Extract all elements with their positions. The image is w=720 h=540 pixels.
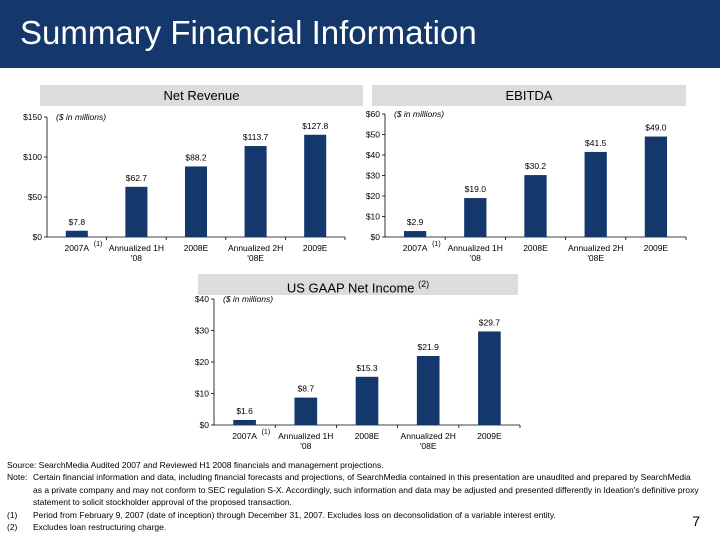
ebitda-x-tick-label: Annualized 2H: [568, 243, 623, 253]
netincome-bar: [294, 397, 318, 425]
note-text: Certain financial information and data, …: [33, 472, 699, 508]
ebitda-bar: [644, 136, 668, 237]
footnote-1-text: Period from February 9, 2007 (date of in…: [33, 509, 556, 520]
netincome-value-label: $15.3: [356, 363, 378, 373]
revenue-value-label: $7.8: [69, 217, 86, 227]
revenue-bar: [184, 166, 208, 237]
revenue-value-label: $88.2: [185, 152, 207, 162]
footnote-2-row: (2) Excludes loan restructuring charge.: [7, 521, 702, 533]
ebitda-bar: [464, 198, 487, 237]
source-note: Source: SearchMedia Audited 2007 and Rev…: [7, 460, 384, 470]
revenue-y-tick-label: $100: [23, 152, 42, 162]
net-income-label-text: US GAAP Net Income: [286, 280, 415, 296]
netincome-x-tick-label: Annualized 1H: [278, 431, 333, 441]
revenue-x-tick-label: '08: [131, 253, 142, 263]
footnote-2-text: Excludes loan restructuring charge.: [33, 522, 167, 533]
revenue-bar: [125, 186, 148, 237]
netincome-unit-note: ($ in millions): [223, 294, 273, 304]
revenue-x-tick-label: '08E: [247, 253, 264, 263]
netincome-y-tick-label: $0: [200, 420, 210, 430]
ebitda-y-tick-label: $10: [366, 212, 380, 222]
ebitda-bar: [584, 151, 607, 237]
netincome-y-tick-label: $40: [195, 294, 209, 304]
revenue-y-tick-label: $0: [33, 232, 43, 242]
ebitda-x-tick-label: '08: [470, 253, 481, 263]
netincome-bar: [355, 376, 379, 425]
revenue-value-label: $113.7: [243, 132, 269, 142]
ebitda-value-label: $41.5: [585, 138, 607, 148]
revenue-x-tick-label: Annualized 1H: [109, 243, 164, 253]
title-banner: Summary Financial Information: [0, 0, 720, 68]
netincome-bar: [233, 419, 256, 425]
page-title: Summary Financial Information: [20, 14, 477, 51]
ebitda-x-tick-label: 2008E: [523, 243, 548, 253]
netincome-x-tick-label: 2009E: [477, 431, 502, 441]
netincome-y-tick-label: $10: [195, 389, 209, 399]
ebitda-x-tick-label: '08E: [587, 253, 604, 263]
netincome-value-label: $1.6: [236, 406, 253, 416]
ebitda-footnote-marker: (1): [432, 241, 441, 248]
netincome-x-tick-label: '08: [300, 441, 311, 451]
ebitda-y-tick-label: $40: [366, 150, 380, 160]
revenue-y-tick-label: $50: [28, 192, 42, 202]
netincome-x-tick-label: Annualized 2H: [401, 431, 456, 441]
revenue-x-tick-label: 2007A: [65, 243, 90, 253]
revenue-footnote-marker: (1): [94, 241, 103, 248]
footnote-2-label: (2): [7, 522, 18, 533]
net-income-label: US GAAP Net Income (2): [198, 274, 518, 295]
netincome-x-tick-label: '08E: [420, 441, 437, 451]
net-income-note-ref: (2): [418, 279, 430, 289]
ebitda-value-label: $30.2: [525, 161, 547, 171]
netincome-x-tick-label: 2007A: [232, 431, 257, 441]
ebitda-unit-note: ($ in millions): [394, 109, 444, 119]
revenue-value-label: $127.8: [302, 121, 328, 131]
footnote-1-row: (1) Period from February 9, 2007 (date o…: [7, 509, 702, 521]
ebitda-value-label: $19.0: [465, 184, 487, 194]
note-label: Note:: [7, 472, 28, 483]
netincome-bar: [478, 331, 501, 425]
footnote-1-label: (1): [7, 509, 18, 520]
ebitda-y-tick-label: $30: [366, 171, 380, 181]
footnotes: Source: SearchMedia Audited 2007 and Rev…: [7, 459, 702, 533]
netincome-value-label: $8.7: [298, 384, 315, 394]
ebitda-value-label: $2.9: [407, 217, 424, 227]
ebitda-y-tick-label: $20: [366, 191, 380, 201]
ebitda-bar: [403, 231, 427, 237]
netincome-x-tick-label: 2008E: [355, 431, 380, 441]
revenue-value-label: $62.7: [126, 173, 148, 183]
netincome-bar: [416, 356, 440, 425]
netincome-footnote-marker: (1): [262, 429, 271, 436]
revenue-bar: [65, 230, 88, 237]
ebitda-bar: [524, 175, 547, 237]
revenue-bar: [244, 146, 267, 237]
netincome-y-tick-label: $20: [195, 357, 209, 367]
revenue-y-tick-label: $150: [23, 112, 42, 122]
revenue-x-tick-label: 2009E: [303, 243, 328, 253]
page-number: 7: [692, 513, 700, 529]
revenue-bar: [304, 134, 327, 237]
ebitda-x-tick-label: Annualized 1H: [448, 243, 503, 253]
revenue-x-tick-label: Annualized 2H: [228, 243, 283, 253]
ebitda-x-tick-label: 2007A: [403, 243, 428, 253]
revenue-x-tick-label: 2008E: [184, 243, 209, 253]
net-revenue-label: Net Revenue: [40, 85, 363, 106]
ebitda-y-tick-label: $60: [366, 109, 380, 119]
note-row: Note: Certain financial information and …: [7, 471, 702, 508]
ebitda-y-tick-label: $0: [371, 232, 381, 242]
ebitda-value-label: $49.0: [645, 123, 667, 133]
netincome-value-label: $21.9: [418, 342, 440, 352]
ebitda-label: EBITDA: [372, 85, 686, 106]
ebitda-y-tick-label: $50: [366, 130, 380, 140]
revenue-unit-note: ($ in millions): [56, 112, 106, 122]
netincome-y-tick-label: $30: [195, 326, 209, 336]
netincome-value-label: $29.7: [479, 317, 501, 327]
ebitda-x-tick-label: 2009E: [644, 243, 669, 253]
